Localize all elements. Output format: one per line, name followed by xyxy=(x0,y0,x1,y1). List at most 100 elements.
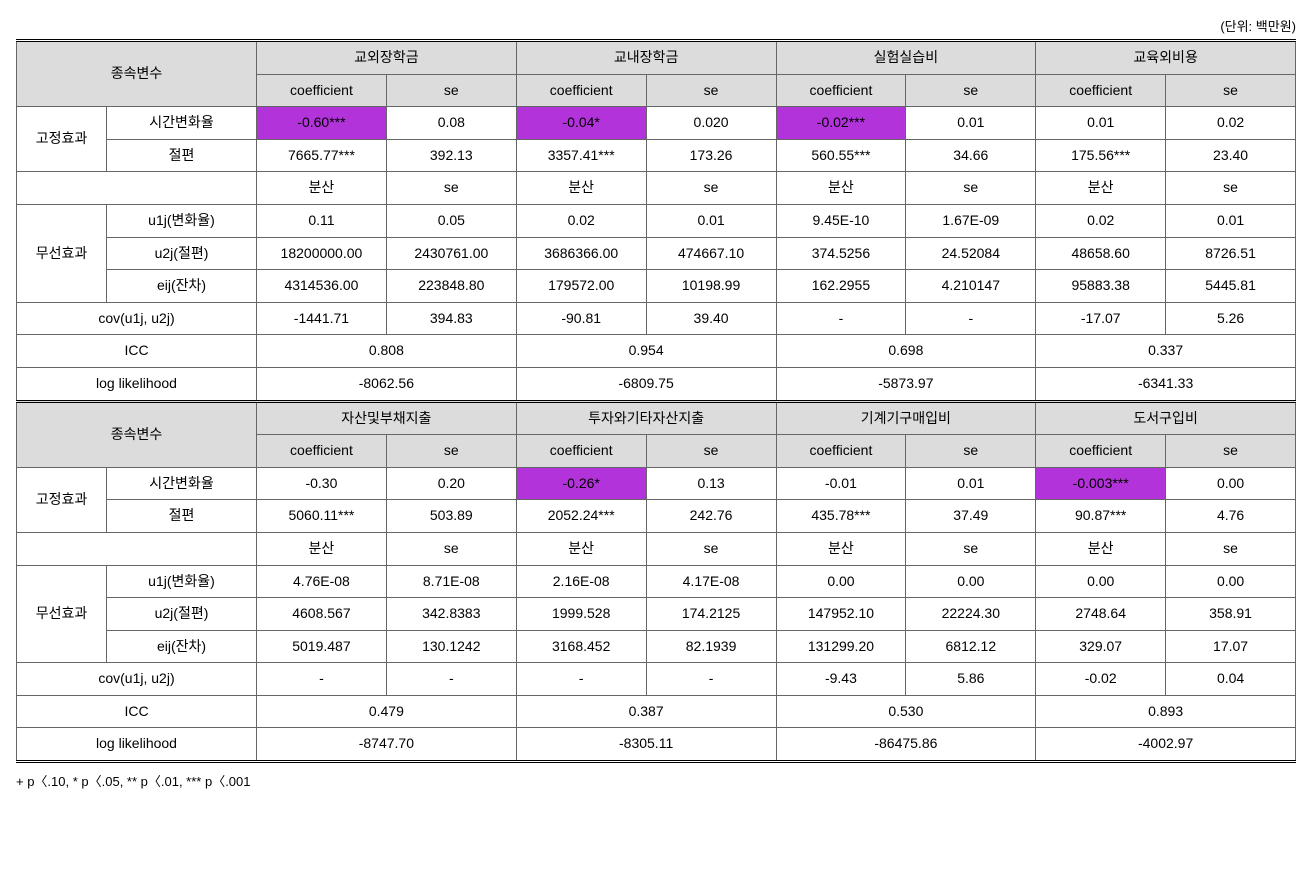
cell: 392.13 xyxy=(386,139,516,172)
unit-label: (단위: 백만원) xyxy=(16,16,1296,35)
cell: -0.01 xyxy=(776,467,906,500)
subhead: coefficient xyxy=(257,435,387,468)
cell: - xyxy=(386,663,516,696)
cell: 8.71E-08 xyxy=(386,565,516,598)
cell: -0.26* xyxy=(516,467,646,500)
cell: 3168.452 xyxy=(516,630,646,663)
cell: -17.07 xyxy=(1036,302,1166,335)
subhead: 분산 xyxy=(776,532,906,565)
cell: 0.530 xyxy=(776,695,1036,728)
subhead: 분산 xyxy=(1036,172,1166,205)
cell: 374.5256 xyxy=(776,237,906,270)
cell: -9.43 xyxy=(776,663,906,696)
cell: 0.01 xyxy=(906,467,1036,500)
subhead: se xyxy=(646,74,776,107)
cell: 0.04 xyxy=(1166,663,1296,696)
row-label: u2j(절편) xyxy=(107,237,257,270)
cell: 173.26 xyxy=(646,139,776,172)
cell: 0.808 xyxy=(257,335,517,368)
cell: 9.45E-10 xyxy=(776,204,906,237)
cell: - xyxy=(646,663,776,696)
results-table: 종속변수 교외장학금 교내장학금 실험실습비 교육외비용 coefficient… xyxy=(16,39,1296,763)
cell: 2748.64 xyxy=(1036,598,1166,631)
subhead: se xyxy=(906,74,1036,107)
group-header: 투자와기타자산지출 xyxy=(516,401,776,435)
cell: 4608.567 xyxy=(257,598,387,631)
cell: -0.003*** xyxy=(1036,467,1166,500)
subhead: se xyxy=(646,532,776,565)
cell: 0.13 xyxy=(646,467,776,500)
subhead: 분산 xyxy=(257,172,387,205)
cell: 10198.99 xyxy=(646,270,776,303)
cell: 3686366.00 xyxy=(516,237,646,270)
row-label: u1j(변화율) xyxy=(107,204,257,237)
row-label: 절편 xyxy=(107,500,257,533)
subhead: se xyxy=(906,172,1036,205)
subhead: 분산 xyxy=(1036,532,1166,565)
subhead: se xyxy=(906,435,1036,468)
cell: -0.02 xyxy=(1036,663,1166,696)
footnote: + p〈.10, * p〈.05, ** p〈.01, *** p〈.001 xyxy=(16,771,1296,790)
cell: 0.05 xyxy=(386,204,516,237)
row-label: ICC xyxy=(17,335,257,368)
cell: 3357.41*** xyxy=(516,139,646,172)
row-label: ICC xyxy=(17,695,257,728)
subhead: se xyxy=(646,172,776,205)
cell: -0.04* xyxy=(516,107,646,140)
cell: 0.893 xyxy=(1036,695,1296,728)
row-label: cov(u1j, u2j) xyxy=(17,663,257,696)
cell: 0.02 xyxy=(516,204,646,237)
cell: 24.52084 xyxy=(906,237,1036,270)
subhead: coefficient xyxy=(776,435,906,468)
subhead: coefficient xyxy=(776,74,906,107)
cell: -6341.33 xyxy=(1036,367,1296,401)
cell: -4002.97 xyxy=(1036,728,1296,762)
cell: 0.01 xyxy=(1166,204,1296,237)
row-label: log likelihood xyxy=(17,728,257,762)
row-label: cov(u1j, u2j) xyxy=(17,302,257,335)
cell: 0.00 xyxy=(906,565,1036,598)
cell: 474667.10 xyxy=(646,237,776,270)
cell: 131299.20 xyxy=(776,630,906,663)
cell: 0.337 xyxy=(1036,335,1296,368)
row-label: 시간변화율 xyxy=(107,467,257,500)
cell: 7665.77*** xyxy=(257,139,387,172)
cell: 0.20 xyxy=(386,467,516,500)
subhead: se xyxy=(386,435,516,468)
cell: 0.387 xyxy=(516,695,776,728)
subhead: se xyxy=(1166,74,1296,107)
row-label: eij(잔차) xyxy=(107,630,257,663)
cell: 37.49 xyxy=(906,500,1036,533)
cell: 162.2955 xyxy=(776,270,906,303)
cell: 5060.11*** xyxy=(257,500,387,533)
cell: 90.87*** xyxy=(1036,500,1166,533)
cell: -6809.75 xyxy=(516,367,776,401)
subhead: 분산 xyxy=(776,172,906,205)
cell: 342.8383 xyxy=(386,598,516,631)
cell: 174.2125 xyxy=(646,598,776,631)
cell: 0.00 xyxy=(1166,565,1296,598)
cell: 17.07 xyxy=(1166,630,1296,663)
subhead: 분산 xyxy=(257,532,387,565)
cell: 5019.487 xyxy=(257,630,387,663)
cell: 5.86 xyxy=(906,663,1036,696)
cell: - xyxy=(776,302,906,335)
cell: 0.02 xyxy=(1036,204,1166,237)
cell: 5445.81 xyxy=(1166,270,1296,303)
group-header: 교육외비용 xyxy=(1036,41,1296,75)
cell: 0.479 xyxy=(257,695,517,728)
cell: -8062.56 xyxy=(257,367,517,401)
cell: 39.40 xyxy=(646,302,776,335)
cell: 82.1939 xyxy=(646,630,776,663)
cell: -1441.71 xyxy=(257,302,387,335)
cell: -0.30 xyxy=(257,467,387,500)
cell: 329.07 xyxy=(1036,630,1166,663)
subhead: se xyxy=(1166,532,1296,565)
cell: 0.954 xyxy=(516,335,776,368)
cell: 503.89 xyxy=(386,500,516,533)
dv-header: 종속변수 xyxy=(17,41,257,107)
row-label: 고정효과 xyxy=(17,107,107,172)
cell: 48658.60 xyxy=(1036,237,1166,270)
subhead: se xyxy=(906,532,1036,565)
blank-cell xyxy=(17,172,257,205)
